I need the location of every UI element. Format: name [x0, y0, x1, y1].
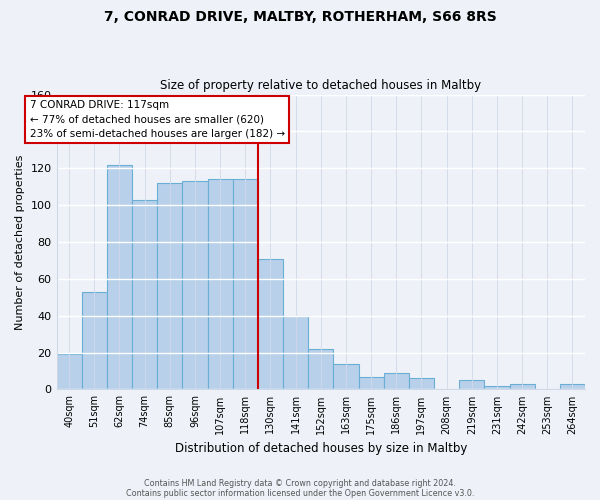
- Bar: [409, 378, 434, 390]
- Bar: [182, 181, 208, 390]
- Bar: [157, 183, 182, 390]
- Bar: [132, 200, 157, 390]
- Bar: [208, 180, 233, 390]
- Bar: [560, 384, 585, 390]
- Bar: [484, 386, 509, 390]
- Text: 7 CONRAD DRIVE: 117sqm
← 77% of detached houses are smaller (620)
23% of semi-de: 7 CONRAD DRIVE: 117sqm ← 77% of detached…: [29, 100, 285, 139]
- Bar: [334, 364, 359, 390]
- Title: Size of property relative to detached houses in Maltby: Size of property relative to detached ho…: [160, 79, 481, 92]
- Bar: [82, 292, 107, 390]
- Bar: [383, 373, 409, 390]
- Bar: [459, 380, 484, 390]
- Text: 7, CONRAD DRIVE, MALTBY, ROTHERHAM, S66 8RS: 7, CONRAD DRIVE, MALTBY, ROTHERHAM, S66 …: [104, 10, 496, 24]
- Bar: [308, 349, 334, 390]
- Bar: [107, 164, 132, 390]
- Bar: [359, 376, 383, 390]
- Bar: [283, 316, 308, 390]
- Bar: [258, 258, 283, 390]
- X-axis label: Distribution of detached houses by size in Maltby: Distribution of detached houses by size …: [175, 442, 467, 455]
- Text: Contains public sector information licensed under the Open Government Licence v3: Contains public sector information licen…: [126, 488, 474, 498]
- Bar: [233, 180, 258, 390]
- Bar: [56, 354, 82, 390]
- Bar: [509, 384, 535, 390]
- Y-axis label: Number of detached properties: Number of detached properties: [15, 154, 25, 330]
- Text: Contains HM Land Registry data © Crown copyright and database right 2024.: Contains HM Land Registry data © Crown c…: [144, 478, 456, 488]
